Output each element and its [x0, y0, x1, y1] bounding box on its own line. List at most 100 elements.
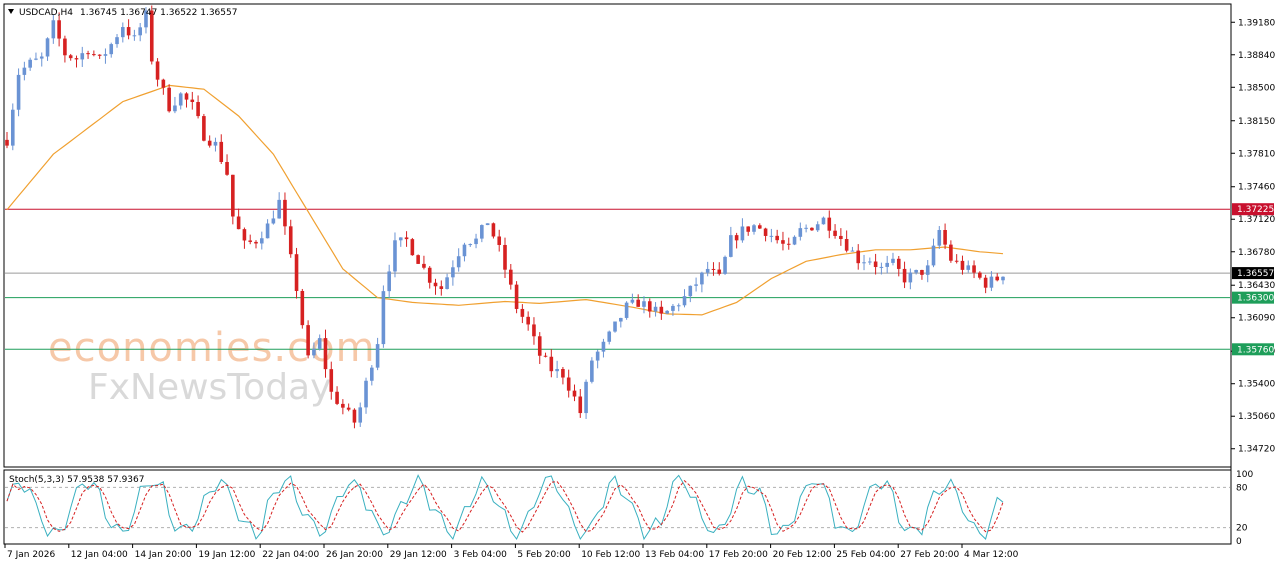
candle-64 [375, 337, 380, 371]
candle-145 [844, 230, 849, 253]
candle-72 [422, 255, 426, 270]
candle-107 [624, 301, 629, 320]
level-badge-0 [1232, 203, 1274, 216]
candle-75 [439, 280, 444, 296]
time-tick-7: 3 Feb 04:00 [454, 550, 508, 560]
ma-line [6, 84, 1004, 316]
candle-123 [717, 262, 722, 276]
candle-148 [862, 254, 866, 271]
candle-133 [775, 229, 779, 244]
candle-27 [161, 78, 166, 95]
candle-91 [532, 317, 536, 345]
candle-70 [410, 237, 415, 256]
candle-44 [259, 231, 264, 250]
candle-19 [115, 34, 119, 48]
candle-89 [520, 304, 525, 324]
candle-51 [300, 288, 305, 329]
candle-46 [271, 210, 276, 225]
candle-105 [613, 321, 617, 333]
watermark-line2: FxNewsToday [88, 367, 331, 408]
candle-99 [578, 389, 583, 418]
candle-54 [317, 334, 322, 351]
chart-ohlc: 1.36745 1.36747 1.36522 1.36557 [80, 8, 237, 18]
candle-48 [283, 192, 287, 235]
time-tick-1: 12 Jan 04:00 [71, 550, 128, 560]
candle-163 [949, 240, 953, 263]
price-tick-4: 1.37810 [1238, 149, 1275, 159]
time-tick-3: 19 Jan 12:00 [198, 550, 255, 560]
price-tick-7: 1.36780 [1238, 248, 1275, 258]
level-badge-3 [1232, 343, 1274, 356]
candle-21 [126, 19, 131, 40]
candle-103 [601, 338, 606, 358]
stoch-tick-3: 0 [1236, 537, 1242, 547]
level-label-2: 1.36300 [1237, 294, 1274, 304]
candle-167 [972, 260, 976, 279]
candle-78 [456, 248, 461, 272]
horizontal-levels [5, 208, 1230, 350]
candle-155 [902, 261, 907, 289]
candle-168 [978, 271, 982, 280]
candle-16 [97, 54, 102, 59]
candle-106 [619, 317, 623, 328]
candle-171 [995, 273, 1000, 282]
candle-116 [676, 303, 681, 312]
candle-73 [427, 266, 432, 289]
candle-162 [943, 223, 947, 250]
candle-15 [92, 50, 96, 57]
candle-160 [931, 238, 936, 268]
candle-5 [34, 52, 38, 61]
collapse-triangle-icon[interactable] [8, 9, 14, 14]
candle-41 [242, 227, 247, 249]
time-tick-12: 20 Feb 12:00 [773, 550, 832, 560]
candle-0 [5, 131, 9, 149]
price-tick-12: 1.35060 [1238, 412, 1275, 422]
candle-172 [1001, 276, 1005, 285]
candle-12 [74, 55, 79, 68]
stoch-signal-line [6, 479, 1004, 533]
candle-35 [207, 135, 212, 148]
candle-92 [537, 332, 542, 364]
chart-symbol: USDCAD,H4 [19, 8, 73, 18]
candle-170 [989, 271, 994, 292]
candle-128 [746, 226, 751, 236]
candle-71 [416, 254, 420, 264]
candle-86 [503, 237, 507, 278]
candle-165 [960, 255, 965, 275]
level-label-1: 1.36557 [1237, 269, 1274, 279]
time-tick-11: 17 Feb 20:00 [709, 550, 768, 560]
candle-8 [51, 14, 56, 44]
candle-23 [138, 22, 142, 42]
stoch-tick-1: 80 [1236, 483, 1248, 493]
candle-84 [491, 222, 496, 239]
candle-28 [167, 84, 171, 113]
candle-104 [607, 330, 612, 345]
candle-134 [781, 231, 785, 251]
candle-61 [358, 402, 363, 427]
candle-57 [335, 386, 339, 406]
candle-20 [121, 22, 125, 43]
candle-142 [827, 210, 832, 239]
candle-146 [850, 246, 855, 252]
candle-140 [815, 221, 820, 232]
candle-97 [566, 369, 571, 398]
candle-29 [173, 96, 177, 114]
candle-14 [86, 50, 90, 59]
candle-55 [323, 329, 328, 378]
price-panel [3, 3, 1232, 468]
price-tick-0: 1.39180 [1238, 18, 1275, 28]
candle-113 [659, 300, 664, 320]
candle-85 [497, 229, 502, 252]
candle-68 [398, 237, 403, 247]
candle-114 [665, 310, 669, 314]
candle-143 [833, 224, 837, 239]
price-tick-2: 1.38500 [1238, 83, 1275, 93]
candle-94 [549, 349, 554, 378]
candle-102 [595, 349, 600, 369]
candle-74 [433, 278, 438, 295]
candle-151 [879, 262, 884, 275]
candle-80 [468, 243, 473, 247]
candle-141 [821, 216, 826, 225]
candle-132 [769, 228, 774, 243]
